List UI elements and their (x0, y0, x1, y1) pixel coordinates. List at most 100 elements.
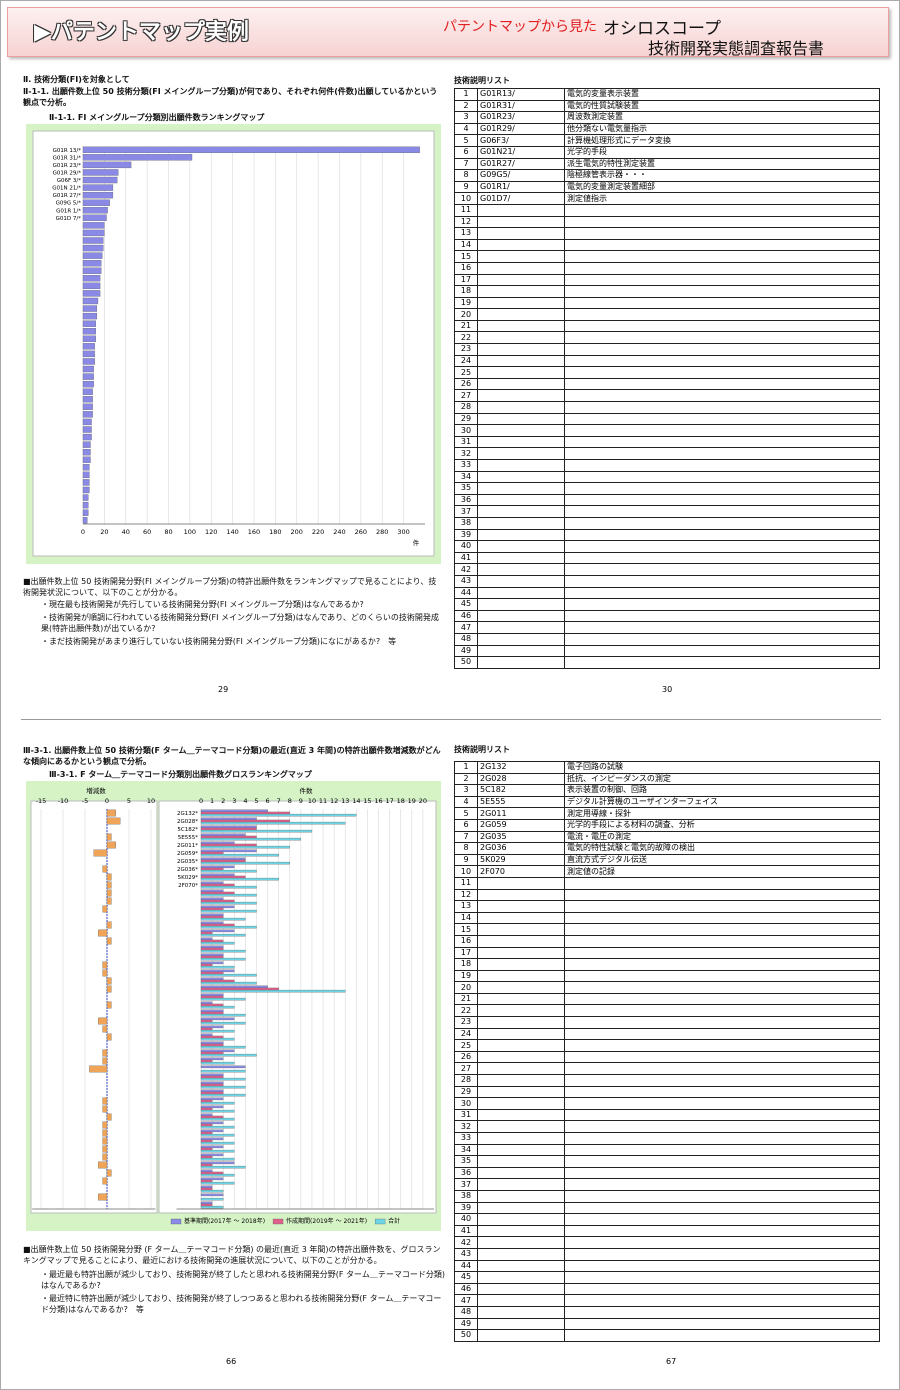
table-cell: 33 (454, 459, 478, 472)
table-cell: 直流方式デジタル伝送 (564, 853, 880, 867)
table-row: 8 2G036 電気的特性試験と電気的故障の検出 (454, 842, 880, 855)
table-cell: 18 (454, 958, 478, 971)
table-cell (477, 563, 565, 576)
bar (82, 320, 96, 327)
bar (200, 869, 257, 873)
bar (200, 961, 224, 965)
table-cell (477, 609, 565, 623)
table-cell: 13 (454, 227, 478, 240)
y-tick-label: G01R 31/* (53, 155, 82, 161)
bar (82, 237, 104, 244)
header-subtitle: パテントマップから見た (443, 19, 597, 35)
table-cell (564, 888, 880, 902)
table-cell: 13 (454, 900, 478, 913)
table-cell (477, 424, 565, 437)
bar (200, 1171, 224, 1175)
table-cell (564, 505, 880, 518)
bar (200, 1043, 224, 1047)
table-cell: G01R13/ (477, 88, 565, 101)
x-tick-label: 20 (100, 528, 108, 536)
table-row: 5 2G011 測定用導線・探針 (454, 807, 880, 820)
table-cell (564, 540, 880, 553)
bar (200, 1147, 213, 1151)
table-cell: 2 (454, 772, 478, 786)
table-cell (564, 331, 880, 345)
bar (200, 1075, 224, 1079)
header-report: 技術開発実態調査報告書 (648, 39, 825, 58)
table-cell (477, 447, 565, 460)
bar (200, 923, 235, 927)
table-cell: G01R31/ (477, 99, 565, 113)
table-row: 40 (454, 540, 880, 553)
table-cell (477, 482, 565, 495)
bar (82, 449, 91, 456)
bar (82, 403, 93, 410)
bar (200, 931, 213, 935)
bar (82, 297, 99, 305)
bar (200, 829, 313, 833)
table-cell: 電子回路の試験 (564, 761, 880, 774)
bar (82, 328, 96, 335)
x-tick-label: 18 (397, 797, 405, 805)
table-cell (564, 1259, 880, 1273)
table-cell: 20 (454, 308, 478, 321)
y-tick-label: G01R 1/* (56, 208, 81, 214)
bar (200, 1197, 224, 1201)
bar (200, 1019, 213, 1023)
bar (200, 1165, 246, 1169)
bar (200, 833, 246, 837)
bar (200, 849, 257, 853)
table-cell (477, 1016, 565, 1029)
bar (200, 1083, 224, 1087)
table-row: 39 (454, 528, 880, 542)
x-tick-label: 3 (232, 797, 236, 805)
table-cell (477, 435, 565, 449)
table-cell: 22 (454, 331, 478, 345)
table-row: 21 (454, 319, 880, 333)
bar (82, 426, 92, 433)
bar (200, 1085, 246, 1089)
table-cell (477, 1317, 565, 1331)
table-row: 50 (454, 656, 880, 669)
table-cell (564, 563, 880, 576)
table-cell (477, 215, 565, 229)
bar (200, 913, 224, 917)
table-cell (564, 1247, 880, 1261)
table-cell (564, 934, 880, 948)
table-row: 32 (454, 447, 880, 460)
table-cell (564, 447, 880, 460)
x-tick-label: 6 (266, 797, 270, 805)
bar (200, 1069, 246, 1073)
table-row: 30 (454, 424, 880, 437)
bar (200, 1113, 213, 1117)
table-row: 41 (454, 551, 880, 565)
table-cell: 30 (454, 424, 478, 437)
table-row: 11 (454, 876, 880, 890)
bar (200, 953, 224, 957)
bar (106, 1113, 112, 1121)
x-tick-label: 9 (299, 797, 303, 805)
table-row: 40 (454, 1213, 880, 1226)
table-row: 42 (454, 563, 880, 576)
divider (21, 719, 881, 720)
page-number: 67 (666, 1357, 677, 1366)
table-cell (564, 1062, 880, 1076)
table-cell (564, 574, 880, 588)
table-cell: 39 (454, 1201, 478, 1215)
table-row: 35 (454, 1155, 880, 1168)
table-cell: 5 (454, 134, 478, 147)
table-cell: 電気的変量測定装置細部 (564, 180, 880, 194)
bar (200, 1089, 224, 1093)
table-row: 10 2F070 測定値の記録 (454, 865, 880, 878)
bar (200, 1059, 213, 1063)
bar (102, 1153, 108, 1161)
table-cell (564, 1213, 880, 1226)
bar (200, 1157, 235, 1161)
x-tick-label: 10 (147, 797, 155, 805)
table-cell (564, 261, 880, 275)
x-tick-label: 13 (341, 797, 349, 805)
table-cell (564, 1224, 880, 1238)
bar (200, 1021, 246, 1025)
table-cell: 6 (454, 145, 478, 159)
table-cell: 2G132 (477, 761, 565, 774)
